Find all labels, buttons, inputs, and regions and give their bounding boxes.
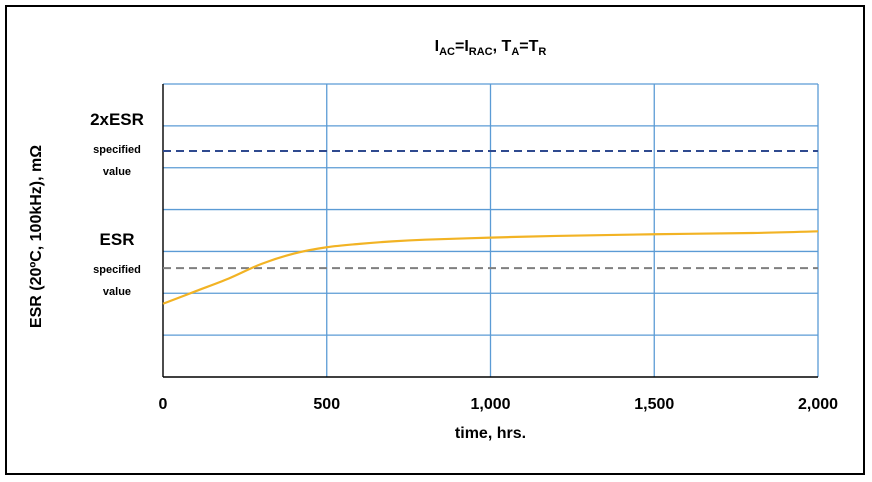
esr-vs-time-chart: 2xESR specified value ESR specified value 0 500… <box>28 38 838 442</box>
chart-title-part: , T <box>493 38 512 55</box>
y-axis-label: ESR (20ºC, 100kHz), mΩ <box>28 145 45 328</box>
series-layer <box>162 230 819 305</box>
chart-title-subscript: R <box>538 46 546 58</box>
x-tick-label: 0 <box>159 396 168 413</box>
reference-label-2xesr: 2xESR <box>90 110 144 129</box>
chart-title-subscript: RAC <box>469 46 493 58</box>
x-tick-label: 2,000 <box>798 396 838 413</box>
chart-title-part: I <box>435 38 439 55</box>
reference-sublabel2-esr: value <box>103 286 131 298</box>
chart-title: IAC=IRAC, TA=TR <box>435 38 547 58</box>
x-tick-label: 1,000 <box>470 396 510 413</box>
chart-frame: 2xESR specified value ESR specified value 0 500… <box>5 5 865 475</box>
grid-layer <box>162 83 819 378</box>
chart-title-subscript: AC <box>439 46 455 58</box>
chart-title-part: =T <box>519 38 538 55</box>
x-tick-label: 500 <box>313 396 340 413</box>
reference-sublabel2-2xesr: value <box>103 166 131 178</box>
x-tick-label: 1,500 <box>634 396 674 413</box>
text-layer: 2xESR specified value ESR specified value 0 500… <box>28 38 838 442</box>
reference-label-esr: ESR <box>100 230 135 249</box>
chart-title-subscript: A <box>511 46 519 58</box>
x-axis-label: time, hrs. <box>455 425 526 442</box>
series-line-0 <box>162 230 819 305</box>
reference-sublabel-2xesr: specified <box>93 144 141 156</box>
reference-lines-layer <box>163 149 818 270</box>
chart-title-part: =I <box>455 38 469 55</box>
reference-sublabel-esr: specified <box>93 264 141 276</box>
